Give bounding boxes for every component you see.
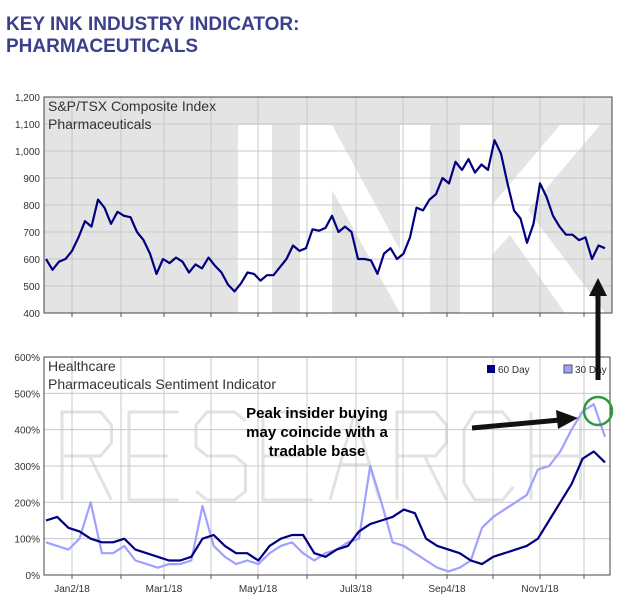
x-tick-label: May1/18 <box>239 584 278 595</box>
y-tick-label: 600 <box>23 255 40 266</box>
y-tick-label: 300% <box>14 462 40 473</box>
y-tick-label: 400 <box>23 309 40 320</box>
y-tick-label: 700 <box>23 228 40 239</box>
annotation-line: tradable base <box>268 443 366 460</box>
x-tick-label: Sep4/18 <box>428 584 466 595</box>
watermark-logo-shape <box>460 125 605 313</box>
y-tick-label: 100% <box>14 535 40 546</box>
title-line-1: KEY INK INDUSTRY INDICATOR: <box>6 14 300 35</box>
chart-title: S&P/TSX Composite Index <box>48 98 216 114</box>
legend-label: 60 Day <box>498 365 530 376</box>
page-title: KEY INK INDUSTRY INDICATOR: PHARMACEUTIC… <box>6 14 406 58</box>
chart-subtitle: Pharmaceuticals Sentiment Indicator <box>48 376 276 392</box>
annotation-line: may coincide with a <box>246 424 388 441</box>
y-tick-label: 0% <box>26 571 41 582</box>
annotation-text: Peak insider buying may coincide with a … <box>232 404 402 461</box>
legend-swatch-30-day <box>563 364 573 374</box>
watermark-logo-stroke <box>60 410 113 500</box>
watermark-logo-shape <box>238 125 272 313</box>
x-tick-label: Jul3/18 <box>340 584 373 595</box>
arrow-right-line <box>471 417 561 431</box>
chart-title: Healthcare <box>48 358 116 374</box>
y-tick-label: 800 <box>23 201 40 212</box>
y-tick-label: 400% <box>14 426 40 437</box>
watermark-logo-shape <box>300 125 430 313</box>
watermark-logo-stroke <box>88 455 113 501</box>
legend-swatch-60-day <box>487 365 495 373</box>
plot-border <box>43 356 611 576</box>
series-line-30-day <box>45 403 607 573</box>
series-line-60-day <box>45 450 606 566</box>
y-tick-label: 600% <box>14 353 40 364</box>
y-tick-label: 1,200 <box>15 93 40 104</box>
highlight-circle <box>582 395 614 427</box>
y-tick-label: 200% <box>14 498 40 509</box>
watermark-logo-stroke <box>194 410 247 502</box>
arrow-right-head <box>556 410 578 429</box>
arrow-up-head <box>589 278 607 296</box>
title-line-2: PHARMACEUTICALS <box>6 36 199 57</box>
legend-label: 30 Day <box>575 365 607 376</box>
y-tick-label: 500 <box>23 282 40 293</box>
chart-subtitle: Pharmaceuticals <box>48 116 152 132</box>
y-tick-label: 500% <box>14 389 40 400</box>
plot-border <box>43 96 613 314</box>
x-tick-label: Jan2/18 <box>54 584 90 595</box>
x-tick-label: Nov1/18 <box>521 584 559 595</box>
annotation-line: Peak insider buying <box>246 405 388 422</box>
watermark-logo-stroke <box>462 410 515 502</box>
watermark-logo-stroke <box>423 455 448 501</box>
y-tick-label: 1,000 <box>15 147 40 158</box>
y-tick-label: 900 <box>23 174 40 185</box>
series-line-index <box>45 139 606 293</box>
x-tick-label: Mar1/18 <box>146 584 183 595</box>
y-tick-label: 1,100 <box>15 120 40 131</box>
